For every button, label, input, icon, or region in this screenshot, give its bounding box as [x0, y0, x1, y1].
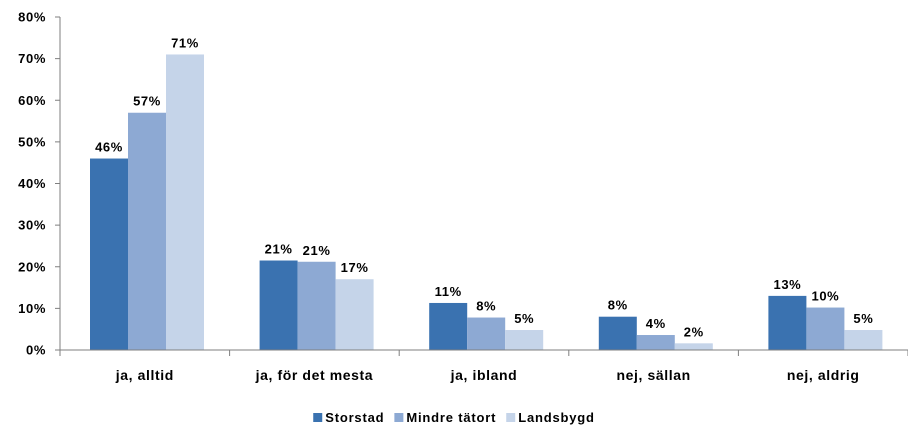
x-tick-label: ja, alltid — [115, 367, 174, 383]
data-label: 21% — [265, 242, 293, 257]
data-labels: 46% 57% 71% 21% 21% 17% 11% 8% 5% 8% 4% 2% 13% 10% 5% — [95, 35, 873, 339]
bar — [429, 302, 468, 350]
y-tick-label: 30% — [18, 218, 46, 233]
x-tick-label: ja, för det mesta — [255, 367, 374, 383]
bar — [806, 307, 845, 350]
data-label: 10% — [811, 289, 839, 304]
y-tick-label: 10% — [18, 301, 46, 316]
data-label: 13% — [773, 277, 801, 292]
y-tick-label: 60% — [18, 93, 46, 108]
data-label: 46% — [95, 140, 123, 155]
legend-swatch — [394, 413, 404, 422]
bar — [844, 330, 883, 350]
x-tick-label: nej, sällan — [616, 367, 690, 383]
data-label: 17% — [341, 260, 369, 275]
y-tick-label: 40% — [18, 176, 46, 191]
legend-swatch — [506, 413, 516, 422]
data-label: 5% — [514, 311, 534, 326]
bar — [90, 158, 128, 350]
y-tick-label: 50% — [18, 134, 46, 149]
x-tick-label: ja, ibland — [450, 367, 518, 383]
bar — [467, 317, 506, 350]
bar — [636, 335, 675, 350]
bar — [128, 112, 166, 350]
data-label: 8% — [608, 298, 628, 313]
y-tick-label: 70% — [18, 51, 46, 66]
y-tick-label: 0% — [26, 343, 46, 358]
legend-swatch — [313, 413, 323, 422]
legend-label: Storstad — [325, 410, 384, 425]
y-axis: 0% 10% 20% 30% 40% 50% 60% 70% 80% — [18, 10, 61, 358]
data-label: 2% — [684, 324, 704, 339]
x-tick-label: nej, aldrig — [787, 367, 860, 383]
data-label: 71% — [171, 35, 199, 50]
data-label: 21% — [303, 243, 331, 258]
data-label: 57% — [133, 94, 161, 109]
legend-label: Mindre tätort — [406, 410, 496, 425]
legend-label: Landsbygd — [518, 410, 595, 425]
x-axis: ja, alltid ja, för det mesta ja, ibland nej… — [59, 349, 908, 383]
data-label: 4% — [646, 316, 666, 331]
bar — [768, 295, 807, 350]
bar — [297, 261, 336, 350]
bar — [598, 316, 637, 350]
data-label: 8% — [476, 299, 496, 314]
bar — [335, 279, 374, 350]
data-label: 5% — [853, 311, 873, 326]
y-tick-label: 80% — [18, 10, 46, 25]
data-label: 11% — [435, 284, 462, 299]
bar — [505, 330, 544, 350]
bar — [674, 343, 713, 350]
bar — [166, 54, 204, 351]
y-tick-label: 20% — [18, 259, 46, 274]
bar — [259, 260, 298, 350]
bars — [90, 54, 883, 351]
legend: Storstad Mindre tätort Landsbygd — [313, 410, 595, 425]
